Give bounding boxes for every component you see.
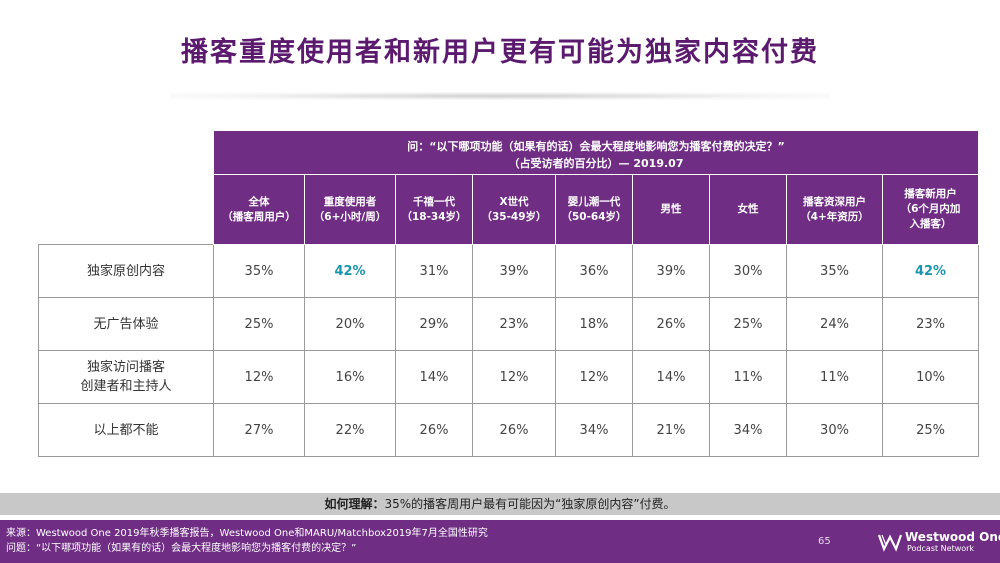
footer-notes: 来源：Westwood One 2019年秋季播客报告，Westwood One… [6, 526, 488, 556]
footer-question: 问题：“以下哪项功能（如果有的话）会最大程度地影响您为播客付费的决定？” [6, 543, 357, 554]
value-cell: 12% [213, 350, 305, 404]
column-header: 重度使用者 （6+小时/周） [304, 174, 396, 245]
column-header-line: 重度使用者 [323, 195, 377, 208]
value-cell: 22% [304, 403, 396, 457]
value-cell: 31% [395, 244, 473, 298]
row-label: 无广告体验 [38, 297, 214, 351]
value-cell: 36% [555, 244, 633, 298]
question-line2: （占受访者的百分比）— 2019.07 [508, 156, 684, 170]
value-cell: 10% [881, 350, 980, 404]
value-cell: 25% [881, 403, 980, 457]
value-cell: 18% [555, 297, 633, 351]
column-header-line: 千禧一代 [413, 195, 455, 208]
row-label: 独家原创内容 [38, 244, 214, 298]
column-header-line: （4+年资历） [800, 210, 869, 223]
insight-text: 35%的播客周用户最有可能因为“独家原创内容”付费。 [384, 497, 676, 511]
value-cell: 30% [709, 244, 787, 298]
question-line1: 问：“以下哪项功能（如果有的话）会最大程度地影响您为播客付费的决定？” [407, 139, 785, 153]
value-cell: 39% [472, 244, 556, 298]
page-number: 65 [818, 536, 831, 547]
value-cell: 35% [213, 244, 305, 298]
value-cell: 14% [632, 350, 710, 404]
value-cell: 27% [213, 403, 305, 457]
value-cell: 23% [881, 297, 980, 351]
value-cell: 30% [786, 403, 883, 457]
column-header-line: 婴儿潮一代 [567, 195, 621, 208]
column-header-line: （6个月内加 [900, 203, 961, 215]
column-header: 男性 [632, 174, 710, 245]
column-header: 婴儿潮一代 （50-64岁） [555, 174, 633, 245]
value-cell: 11% [709, 350, 787, 404]
column-header: X世代 （35-49岁） [472, 174, 556, 245]
value-cell: 29% [395, 297, 473, 351]
value-cell: 34% [709, 403, 787, 457]
column-header-line: 入播客） [909, 218, 952, 230]
table-row: 独家访问播客 创建者和主持人 12% 16% 14% 12% 12% 14% 11% 11% 10% [38, 350, 980, 404]
row-label: 独家访问播客 创建者和主持人 [38, 350, 214, 404]
value-cell: 20% [304, 297, 396, 351]
column-header-line: （6+小时/周） [313, 210, 387, 223]
value-cell: 24% [786, 297, 883, 351]
column-header-line: 男性 [660, 203, 682, 215]
row-label-line: 创建者和主持人 [80, 379, 172, 394]
value-cell: 26% [632, 297, 710, 351]
value-cell: 16% [304, 350, 396, 404]
column-header: 千禧一代 （18-34岁） [395, 174, 473, 245]
value-cell: 11% [786, 350, 883, 404]
value-cell: 26% [472, 403, 556, 457]
column-header-line: 播客新用户 [904, 188, 957, 200]
value-cell: 26% [395, 403, 473, 457]
value-cell: 42% [881, 244, 980, 298]
value-cell: 12% [472, 350, 556, 404]
table-corner-lower [38, 174, 214, 245]
survey-table: 问：“以下哪项功能（如果有的话）会最大程度地影响您为播客付费的决定？” （占受访… [38, 130, 980, 457]
value-cell: 25% [709, 297, 787, 351]
row-label-line: 独家原创内容 [86, 263, 165, 279]
column-header-line: （50-64岁） [561, 210, 627, 223]
column-header-line: （35-49岁） [481, 210, 547, 223]
value-cell: 34% [555, 403, 633, 457]
column-header-line: X世代 [499, 195, 529, 208]
page-title: 播客重度使用者和新用户更有可能为独家内容付费 [181, 37, 819, 68]
logo-line2: Podcast Network [907, 544, 975, 553]
row-label-line: 独家访问播客 [86, 360, 165, 375]
value-cell: 35% [786, 244, 883, 298]
column-header: 播客新用户 （6个月内加 入播客） [881, 174, 980, 245]
column-header-line: 播客资深用户 [803, 195, 866, 208]
value-cell: 23% [472, 297, 556, 351]
row-label-line: 无广告体验 [93, 316, 159, 332]
row-label: 以上都不能 [38, 403, 214, 457]
wave-logo-icon [878, 534, 902, 552]
logo-line1: Westwood One [905, 530, 1000, 544]
column-header-line: （播客周用户） [222, 210, 296, 223]
column-header: 全体 （播客周用户） [213, 174, 305, 245]
footer-source: 来源：Westwood One 2019年秋季播客报告，Westwood One… [6, 528, 488, 539]
column-header-line: 女性 [737, 203, 759, 215]
footer: 来源：Westwood One 2019年秋季播客报告，Westwood One… [0, 520, 1000, 563]
column-header-line: （18-34岁） [401, 210, 467, 223]
table-row: 以上都不能 27% 22% 26% 26% 34% 21% 34% 30% 25% [38, 403, 980, 457]
column-header: 女性 [709, 174, 787, 245]
row-label-line: 以上都不能 [93, 422, 159, 438]
value-cell: 25% [213, 297, 305, 351]
title-divider [170, 92, 830, 100]
value-cell: 14% [395, 350, 473, 404]
value-cell: 21% [632, 403, 710, 457]
table-row: 独家原创内容 35% 42% 31% 39% 36% 39% 30% 35% 42% [38, 244, 980, 298]
value-cell: 39% [632, 244, 710, 298]
insight-bar: 如何理解：35%的播客周用户最有可能因为“独家原创内容”付费。 [0, 493, 1000, 515]
westwood-one-logo: Westwood One Podcast Network [878, 530, 1000, 556]
insight-label: 如何理解： [324, 497, 385, 511]
column-header-line: 全体 [248, 195, 270, 208]
question-header: 问：“以下哪项功能（如果有的话）会最大程度地影响您为播客付费的决定？” （占受访… [212, 130, 980, 175]
column-header: 播客资深用户 （4+年资历） [786, 174, 883, 245]
value-cell: 12% [555, 350, 633, 404]
table-corner [38, 130, 214, 175]
value-cell: 42% [304, 244, 396, 298]
table-row: 无广告体验 25% 20% 29% 23% 18% 26% 25% 24% 23% [38, 297, 980, 351]
